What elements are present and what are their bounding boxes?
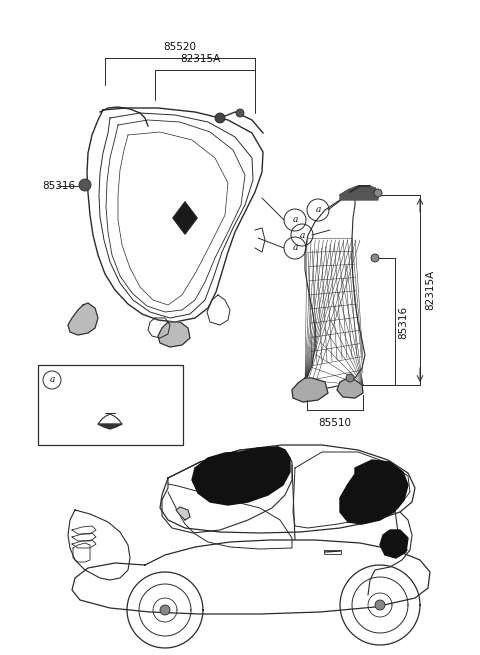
Polygon shape — [192, 447, 290, 505]
Text: 82315A: 82315A — [425, 270, 435, 310]
Polygon shape — [340, 460, 408, 524]
Text: 85520: 85520 — [164, 42, 196, 52]
Circle shape — [236, 109, 244, 117]
Circle shape — [79, 179, 91, 191]
Circle shape — [215, 113, 225, 123]
Text: 86590: 86590 — [68, 375, 101, 385]
Text: 85316: 85316 — [398, 305, 408, 339]
Circle shape — [371, 254, 379, 262]
Polygon shape — [340, 186, 378, 200]
Text: a: a — [292, 215, 298, 225]
Polygon shape — [380, 530, 408, 558]
Circle shape — [346, 374, 354, 382]
Circle shape — [374, 189, 382, 197]
Circle shape — [375, 600, 385, 610]
Polygon shape — [337, 378, 363, 398]
Text: 85510: 85510 — [319, 418, 351, 428]
Text: a: a — [292, 244, 298, 252]
Polygon shape — [176, 507, 190, 520]
FancyBboxPatch shape — [38, 365, 183, 445]
Text: a: a — [49, 375, 55, 384]
Polygon shape — [292, 378, 328, 402]
Text: a: a — [315, 206, 321, 214]
Circle shape — [160, 605, 170, 615]
Polygon shape — [98, 424, 122, 429]
Polygon shape — [158, 322, 190, 347]
Text: a: a — [300, 231, 305, 240]
Polygon shape — [173, 202, 197, 234]
Polygon shape — [68, 303, 98, 335]
Text: 82315A: 82315A — [180, 54, 220, 64]
Text: 85316: 85316 — [42, 181, 75, 191]
